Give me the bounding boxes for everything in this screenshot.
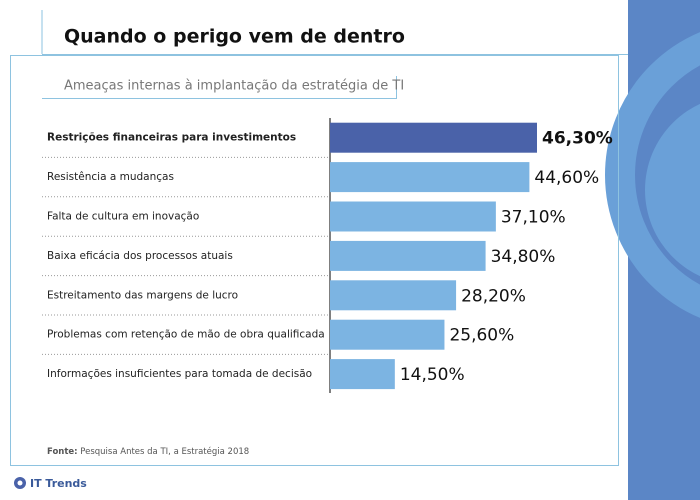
brand: IT Trends <box>30 477 87 490</box>
category-label: Problemas com retenção de mão de obra qu… <box>47 329 325 341</box>
decor-ring <box>605 32 700 318</box>
value-label: 14,50% <box>400 365 465 385</box>
bar <box>330 162 530 193</box>
category-label: Falta de cultura em inovação <box>47 211 199 223</box>
decor-circle <box>645 103 700 277</box>
chart-title: Quando o perigo vem de dentro <box>64 26 405 48</box>
brand-logo-dot <box>17 480 23 486</box>
value-label: 25,60% <box>449 326 514 346</box>
category-label: Resistência a mudanças <box>47 171 174 183</box>
source-text: Pesquisa Antes da TI, a Estratégia 2018 <box>80 446 249 457</box>
value-label: 44,60% <box>534 168 599 188</box>
category-label: Baixa eficácia dos processos atuais <box>47 250 233 262</box>
source-label: Fonte: <box>47 447 78 457</box>
category-label: Restrições financeiras para investimento… <box>47 132 296 144</box>
header <box>42 10 628 54</box>
value-label: 28,20% <box>461 286 526 306</box>
bar <box>330 240 486 271</box>
value-label: 37,10% <box>501 208 566 228</box>
category-label: Estreitamento das margens de lucro <box>47 289 238 301</box>
bar <box>330 359 395 390</box>
value-label: 34,80% <box>491 247 556 267</box>
source: Fonte: Pesquisa Antes da TI, a Estratégi… <box>47 446 249 457</box>
subtitle: Ameaças internas à implantação da estrat… <box>64 79 404 94</box>
value-label: 46,30% <box>542 129 613 149</box>
frame <box>10 55 619 466</box>
bar <box>330 122 537 153</box>
category-label: Informações insuficientes para tomada de… <box>47 368 312 380</box>
bar <box>330 319 445 350</box>
bar <box>330 280 457 311</box>
bar <box>330 201 496 232</box>
subtitle-box <box>42 76 397 99</box>
